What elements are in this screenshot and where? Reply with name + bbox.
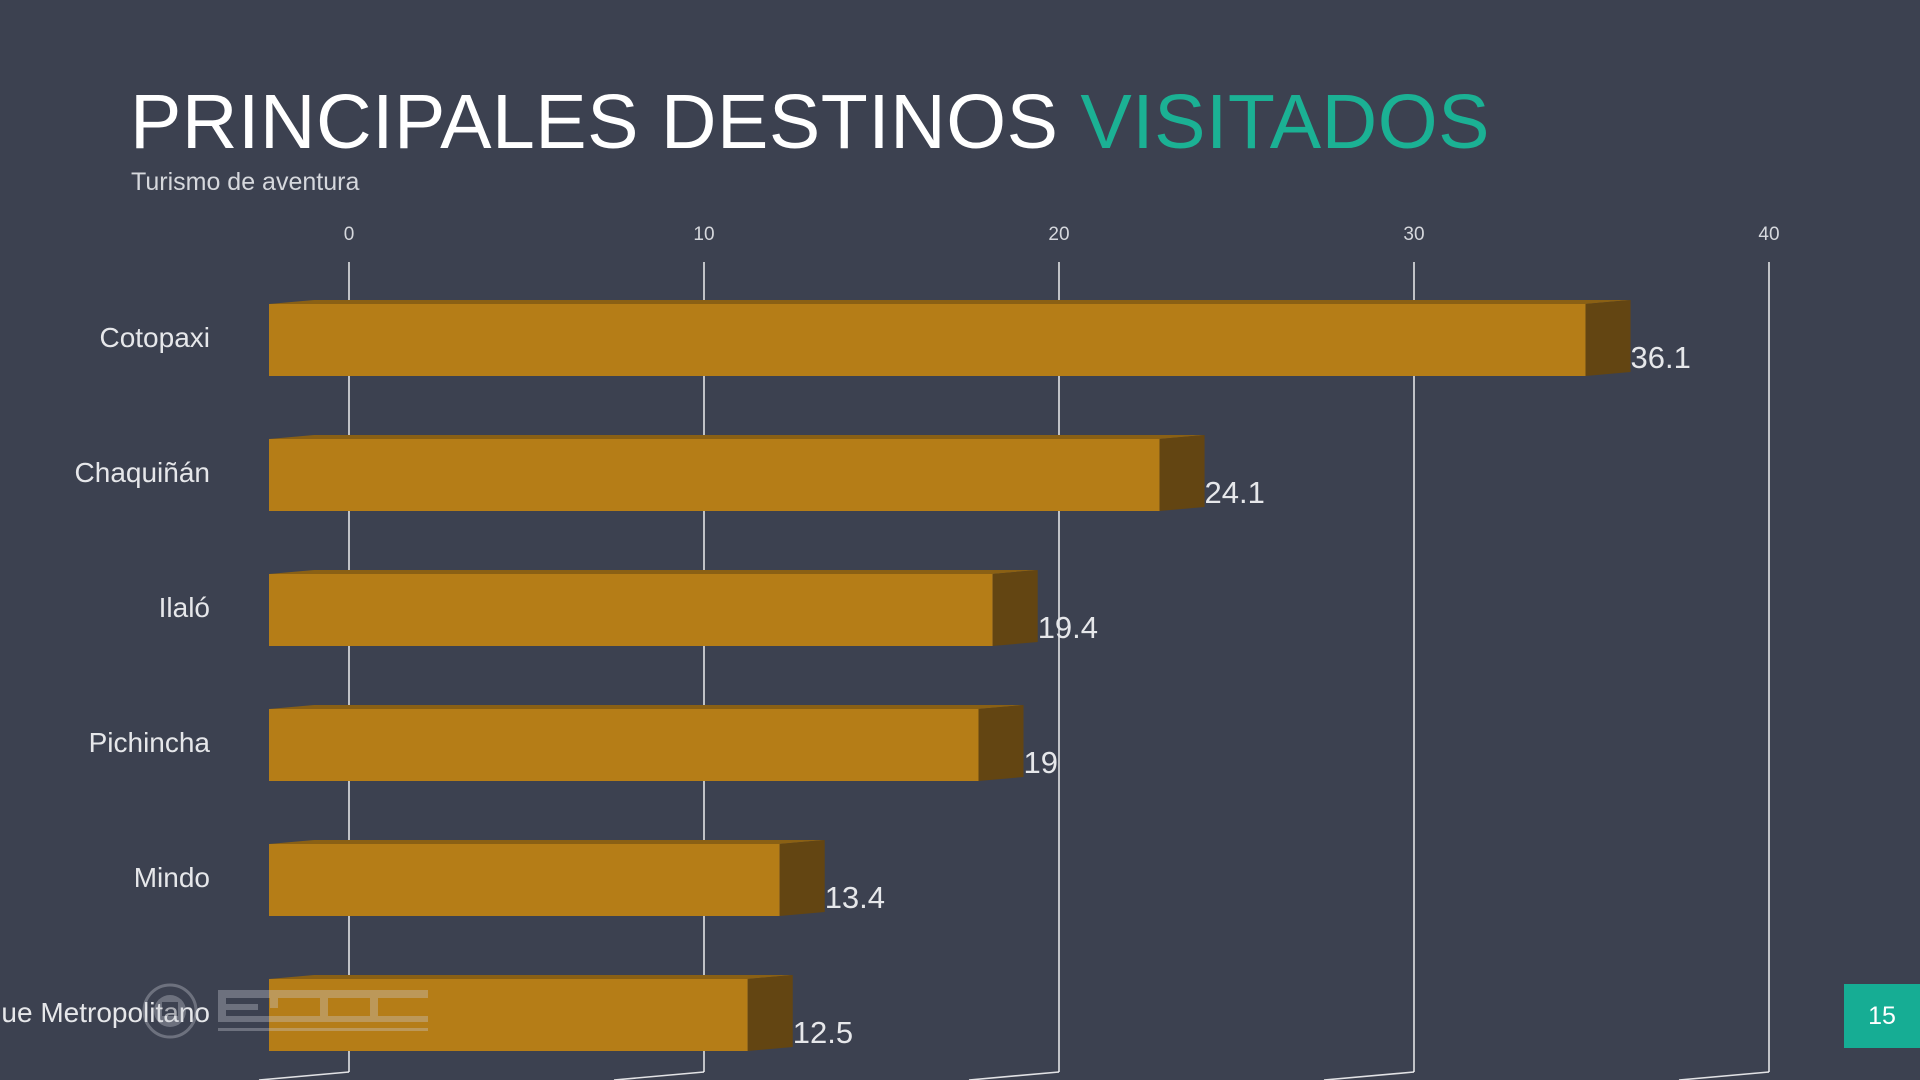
bar-front-face [269,709,979,781]
bar-chaquinan [269,435,1205,511]
bar-cotopaxi [269,300,1631,376]
x-tick-label: 20 [1048,224,1069,245]
bar-ilalo [269,570,1038,646]
bar-top-face [269,300,1631,304]
x-tick-label: 0 [344,224,355,245]
bar-side-face [779,840,825,916]
category-label: Ilaló [159,592,210,623]
bar-side-face [978,705,1024,781]
bar-top-face [269,435,1205,439]
bar-front-face [269,574,993,646]
bar-front-face [269,979,748,1051]
espe-logo-icon [142,983,428,1039]
x-tick-labels: 0 10 20 30 40 [344,224,1780,245]
category-label: Chaquiñán [75,457,210,488]
gridline-floor-30 [1323,1071,1415,1080]
data-label: 36.1 [1631,340,1691,375]
data-label: 12.5 [793,1015,853,1050]
data-label: 19 [1024,745,1058,780]
data-label: 24.1 [1205,475,1265,510]
bar-side-face [1585,300,1631,376]
gridlines [258,262,1770,1080]
category-label: Pichincha [89,727,211,758]
bar-top-face [269,840,825,844]
data-label: 19.4 [1038,610,1098,645]
category-label: Parque Metropolitano [0,997,210,1028]
title-accent: VISITADOS [1080,79,1490,165]
category-label: Cotopaxi [99,322,210,353]
bars [269,300,1631,1051]
gridline-floor-10 [613,1071,705,1080]
bar-top-face [269,570,1038,574]
x-tick-label: 30 [1403,224,1424,245]
bar-top-face [269,975,793,979]
category-labels: Cotopaxi Chaquiñán Ilaló Pichincha Mindo Parq… [0,322,210,1028]
bar-front-face [269,439,1160,511]
bar-front-face [269,844,780,916]
data-label: 13.4 [825,880,885,915]
bar-pichincha [269,705,1024,781]
bar-front-face [269,304,1586,376]
page-number: 15 [1844,984,1920,1048]
bar-mindo [269,840,825,916]
slide-title: PRINCIPALES DESTINOS VISITADOS [130,80,1490,165]
x-tick-label: 40 [1758,224,1779,245]
gridline-floor-20 [968,1071,1060,1080]
bar-side-face [747,975,793,1051]
bar-parque-metropolitano [269,975,793,1051]
slide-subtitle: Turismo de aventura [131,168,360,196]
bar-side-face [992,570,1038,646]
title-main: PRINCIPALES DESTINOS [130,79,1059,165]
bar-top-face [269,705,1024,709]
bar-side-face [1159,435,1205,511]
value-labels: 36.1 24.1 19.4 19 13.4 12.5 [793,340,1691,1050]
gridline-floor-0 [258,1071,350,1080]
gridline-floor-40 [1678,1071,1770,1080]
x-tick-label: 10 [693,224,714,245]
category-label: Mindo [134,862,210,893]
